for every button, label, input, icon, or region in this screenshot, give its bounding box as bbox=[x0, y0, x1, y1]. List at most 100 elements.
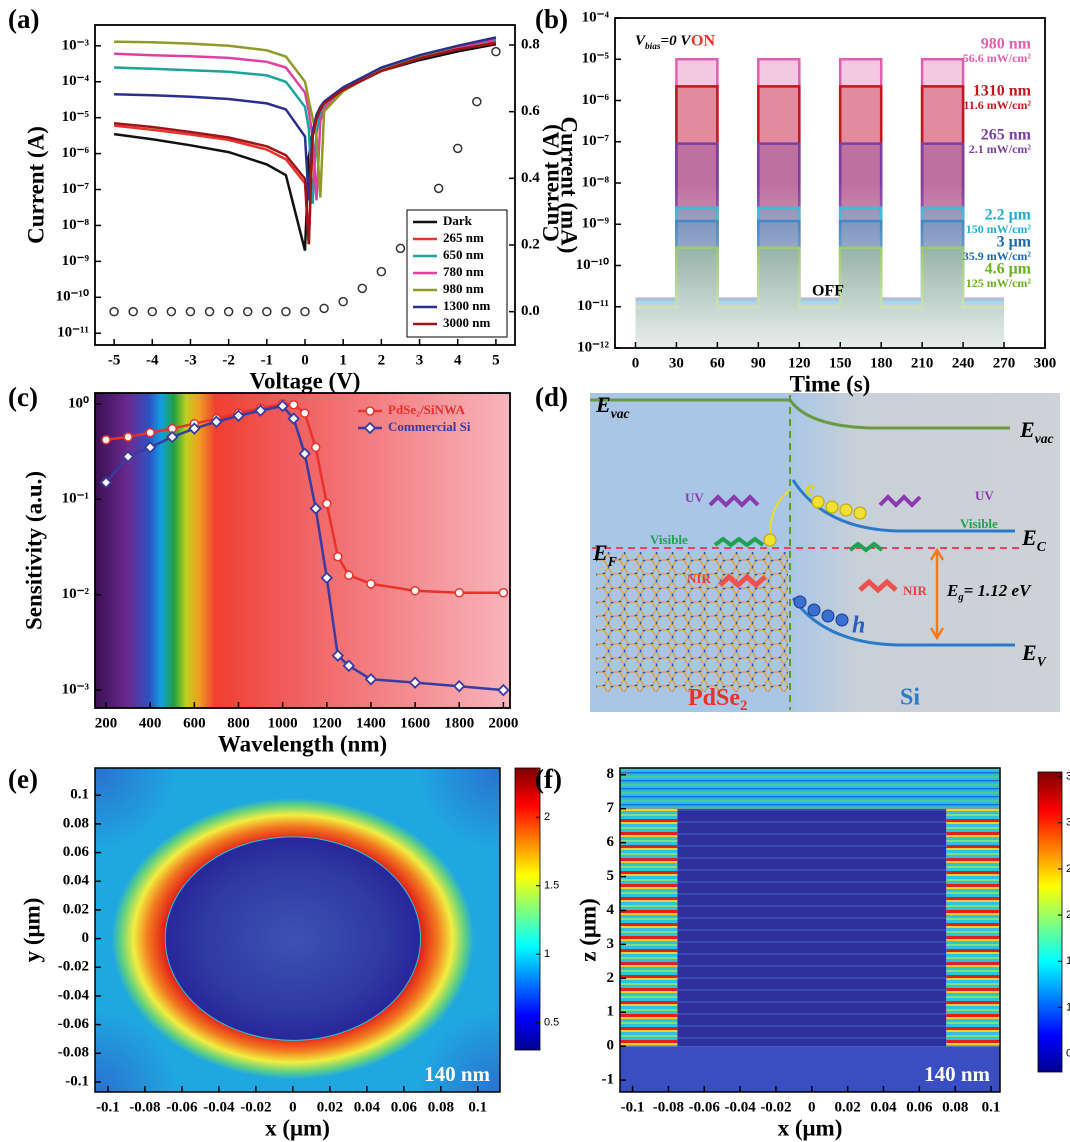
y-axis-label: Current (A) bbox=[23, 126, 48, 244]
marker bbox=[376, 266, 387, 277]
y2-tick-label: 0.4 bbox=[521, 170, 540, 186]
y2-tick-label: 0.8 bbox=[521, 36, 540, 52]
field-substrate bbox=[620, 1046, 1000, 1092]
legend-label: 265 nm bbox=[443, 230, 484, 245]
colorbar bbox=[514, 767, 541, 1051]
marker bbox=[322, 498, 332, 509]
marker bbox=[320, 571, 334, 585]
y-tick-label: 0.02 bbox=[63, 901, 89, 917]
y-tick-label: 10⁻¹⁰ bbox=[56, 289, 89, 305]
frame bbox=[619, 767, 1001, 1093]
x-tick-label: 0 bbox=[301, 352, 309, 368]
marker bbox=[310, 442, 321, 453]
conduction-band bbox=[791, 479, 1015, 533]
y-tick-label: 0 bbox=[607, 1038, 615, 1054]
x-tick-label: 800 bbox=[227, 715, 250, 731]
colorbar-tick-label: 1.5 bbox=[544, 880, 559, 892]
y-tick-label: 3 bbox=[607, 936, 615, 952]
spectrum-background bbox=[95, 393, 510, 708]
x-axis-label: Wavelength (nm) bbox=[218, 731, 387, 756]
marker bbox=[338, 296, 348, 307]
diagram-label: Si bbox=[900, 685, 920, 711]
nir-wave bbox=[858, 578, 898, 594]
x-tick-label: 0.02 bbox=[835, 1099, 861, 1115]
x-tick-label: -0.1 bbox=[96, 1099, 120, 1115]
colorbar bbox=[1037, 771, 1063, 1073]
series-label: 265 nm bbox=[981, 127, 1032, 144]
x-tick-label: -0.08 bbox=[653, 1099, 684, 1115]
y-tick-label: 10⁻⁹ bbox=[582, 216, 610, 232]
x-tick-label: -1 bbox=[261, 352, 274, 368]
diagram-label: h bbox=[852, 613, 865, 639]
diagram-label-sub: V bbox=[1037, 654, 1048, 669]
field-corner bbox=[95, 1008, 179, 1092]
x-tick-label: 5 bbox=[492, 352, 500, 368]
panel-label: (f) bbox=[535, 764, 562, 794]
vacuum-level bbox=[590, 398, 1010, 430]
marker bbox=[101, 435, 111, 445]
y-tick-label: 0.04 bbox=[63, 873, 90, 889]
marker bbox=[109, 306, 119, 317]
field-side bbox=[946, 808, 1000, 1047]
gap-arrow bbox=[929, 547, 945, 641]
marker bbox=[357, 283, 368, 294]
legend-label: 3000 nm bbox=[443, 315, 490, 330]
field-side bbox=[620, 808, 678, 1047]
marker bbox=[300, 306, 310, 317]
electron-path bbox=[769, 489, 791, 536]
y-tick-label: 10⁻⁷ bbox=[582, 133, 610, 149]
diagram-label: EF bbox=[592, 540, 617, 569]
x-axis-label: Voltage (V) bbox=[250, 368, 361, 393]
diagram-label: Visible bbox=[650, 532, 688, 547]
y-tick-label: 10⁻⁷ bbox=[62, 181, 90, 197]
diagram-label: Evac bbox=[1019, 417, 1054, 446]
series-label: 980 nm bbox=[981, 36, 1032, 53]
marker bbox=[410, 586, 420, 596]
y-tick-label: 10⁻¹² bbox=[577, 339, 609, 355]
x-tick-label: -4 bbox=[146, 352, 159, 368]
y-tick-label: 0.08 bbox=[63, 815, 89, 831]
series-label: 4.6 μm bbox=[985, 261, 1032, 278]
y-tick-label: 1 bbox=[607, 1004, 615, 1020]
line bbox=[114, 36, 497, 198]
colorbar-tick-label: 2 bbox=[544, 811, 550, 823]
marker bbox=[262, 306, 272, 317]
diagram-label-sub: g bbox=[957, 592, 963, 603]
marker bbox=[365, 406, 375, 416]
panel-label: (d) bbox=[535, 382, 568, 412]
diagram-label-sub: vac bbox=[1035, 431, 1054, 446]
series-label: 2.2 μm bbox=[985, 207, 1032, 224]
x-tick-label: 1600 bbox=[400, 715, 430, 731]
x-tick-label: 270 bbox=[993, 355, 1016, 371]
uv-wave bbox=[878, 494, 922, 508]
y-tick-label: 10⁻⁹ bbox=[62, 253, 90, 269]
marker bbox=[121, 450, 135, 463]
line bbox=[114, 36, 497, 201]
marker bbox=[185, 306, 196, 317]
x-tick-label: -5 bbox=[108, 352, 121, 368]
x-tick-label: 4 bbox=[454, 352, 462, 368]
y-tick-label: -0.08 bbox=[58, 1045, 89, 1061]
lattice bbox=[596, 552, 788, 692]
x-tick-label: 0.1 bbox=[982, 1099, 1001, 1115]
y-tick-label: 10⁻⁸ bbox=[62, 217, 90, 233]
x-tick-label: -3 bbox=[184, 352, 197, 368]
y-tick-label: 10⁻⁴ bbox=[582, 9, 610, 25]
marker bbox=[395, 243, 406, 254]
x-tick-label: 210 bbox=[911, 355, 934, 371]
x-tick-label: -0.02 bbox=[760, 1099, 791, 1115]
series-intensity: 125 mW/cm² bbox=[966, 276, 1032, 290]
series-intensity: 11.6 mW/cm² bbox=[963, 98, 1031, 112]
panel-label: (e) bbox=[8, 764, 38, 794]
y-axis-label: Sensitivity (a.u.) bbox=[21, 471, 46, 630]
band-diagram bbox=[590, 393, 1060, 712]
y-tick-label: -0.04 bbox=[58, 987, 90, 1003]
marker bbox=[333, 551, 343, 562]
colorbar-tick-label: 2.5 bbox=[1066, 863, 1070, 875]
x-tick-label: 3 bbox=[416, 352, 424, 368]
x-tick-label: 1200 bbox=[312, 715, 342, 731]
marker bbox=[454, 587, 464, 598]
y-tick-label: -0.06 bbox=[58, 1016, 90, 1032]
x-tick-label: -2 bbox=[222, 352, 235, 368]
y-tick-label: 0.1 bbox=[70, 787, 89, 803]
